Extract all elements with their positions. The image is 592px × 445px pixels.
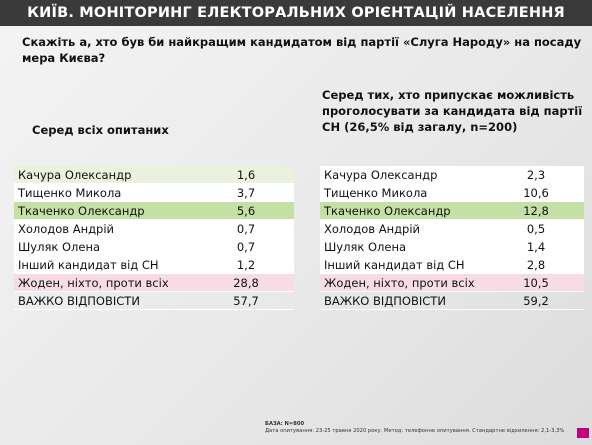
table-row: ВАЖКО ВІДПОВІСТИ 57,7 [14,291,294,310]
candidate-name: Ткаченко Олександр [320,201,488,220]
candidate-name: Жоден, ніхто, проти всіх [320,273,488,292]
table-row: Жоден, ніхто, проти всіх 28,8 [14,273,294,292]
results-table-all-respondents: Качура Олександр 1,6 Тищенко Микола 3,7 … [14,166,294,310]
candidate-name: ВАЖКО ВІДПОВІСТИ [14,291,198,310]
candidate-name: Холодов Андрій [14,219,198,238]
table-row: Качура Олександр 1,6 [14,166,294,184]
table-row: Тищенко Микола 3,7 [14,183,294,202]
right-table-subtitle: Серед тих, хто припускає можливість прог… [322,88,583,134]
table-row: Інший кандидат від СН 1,2 [14,255,294,274]
candidate-name: Холодов Андрій [320,219,488,238]
candidate-name: Ткаченко Олександр [14,201,198,220]
candidate-name: ВАЖКО ВІДПОВІСТИ [320,291,488,310]
candidate-percent: 10,5 [488,273,584,292]
page-title: КИЇВ. МОНІТОРИНГ ЕЛЕКТОРАЛЬНИХ ОРІЄНТАЦІ… [0,0,592,26]
survey-question: Скажіть а, хто був би найкращим кандидат… [22,35,582,65]
left-table-subtitle: Серед всіх опитаних [32,123,169,137]
candidate-percent: 57,7 [198,291,294,310]
candidate-name: Жоден, ніхто, проти всіх [14,273,198,292]
candidate-percent: 2,8 [488,255,584,274]
footer-note: БАЗА: N=800 Дата опитування: 23-25 травн… [265,421,590,435]
candidate-percent: 59,2 [488,291,584,310]
candidate-percent: 0,5 [488,219,584,238]
table-row: Жоден, ніхто, проти всіх 10,5 [320,273,584,292]
candidate-percent: 1,2 [198,255,294,274]
sample-base: БАЗА: N=800 [265,421,305,427]
candidate-name: Качура Олександр [14,166,198,184]
candidate-percent: 0,7 [198,237,294,256]
candidate-percent: 3,7 [198,183,294,202]
table-row: Холодов Андрій 0,5 [320,219,584,238]
table-row: Холодов Андрій 0,7 [14,219,294,238]
table-row: Ткаченко Олександр 12,8 [320,201,584,220]
table-row: Інший кандидат від СН 2,8 [320,255,584,274]
candidate-percent: 1,4 [488,237,584,256]
page-badge [577,428,589,438]
candidate-name: Шуляк Олена [320,237,488,256]
table-row: Шуляк Олена 0,7 [14,237,294,256]
candidate-percent: 28,8 [198,273,294,292]
table-row: Ткаченко Олександр 5,6 [14,201,294,220]
candidate-percent: 5,6 [198,201,294,220]
candidate-name: Тищенко Микола [14,183,198,202]
table-row: Тищенко Микола 10,6 [320,183,584,202]
candidate-percent: 12,8 [488,201,584,220]
candidate-name: Інший кандидат від СН [320,255,488,274]
candidate-percent: 10,6 [488,183,584,202]
candidate-percent: 0,7 [198,219,294,238]
results-table-sn-voters: Качура Олександр 2,3 Тищенко Микола 10,6… [320,166,584,310]
candidate-name: Шуляк Олена [14,237,198,256]
candidate-percent: 1,6 [198,166,294,184]
table-row: Качура Олександр 2,3 [320,166,584,184]
table-row: Шуляк Олена 1,4 [320,237,584,256]
candidate-percent: 2,3 [488,166,584,184]
methodology-note: Дата опитування: 23-25 травня 2020 року.… [265,428,565,434]
table-row: ВАЖКО ВІДПОВІСТИ 59,2 [320,291,584,310]
candidate-name: Інший кандидат від СН [14,255,198,274]
candidate-name: Тищенко Микола [320,183,488,202]
candidate-name: Качура Олександр [320,166,488,184]
